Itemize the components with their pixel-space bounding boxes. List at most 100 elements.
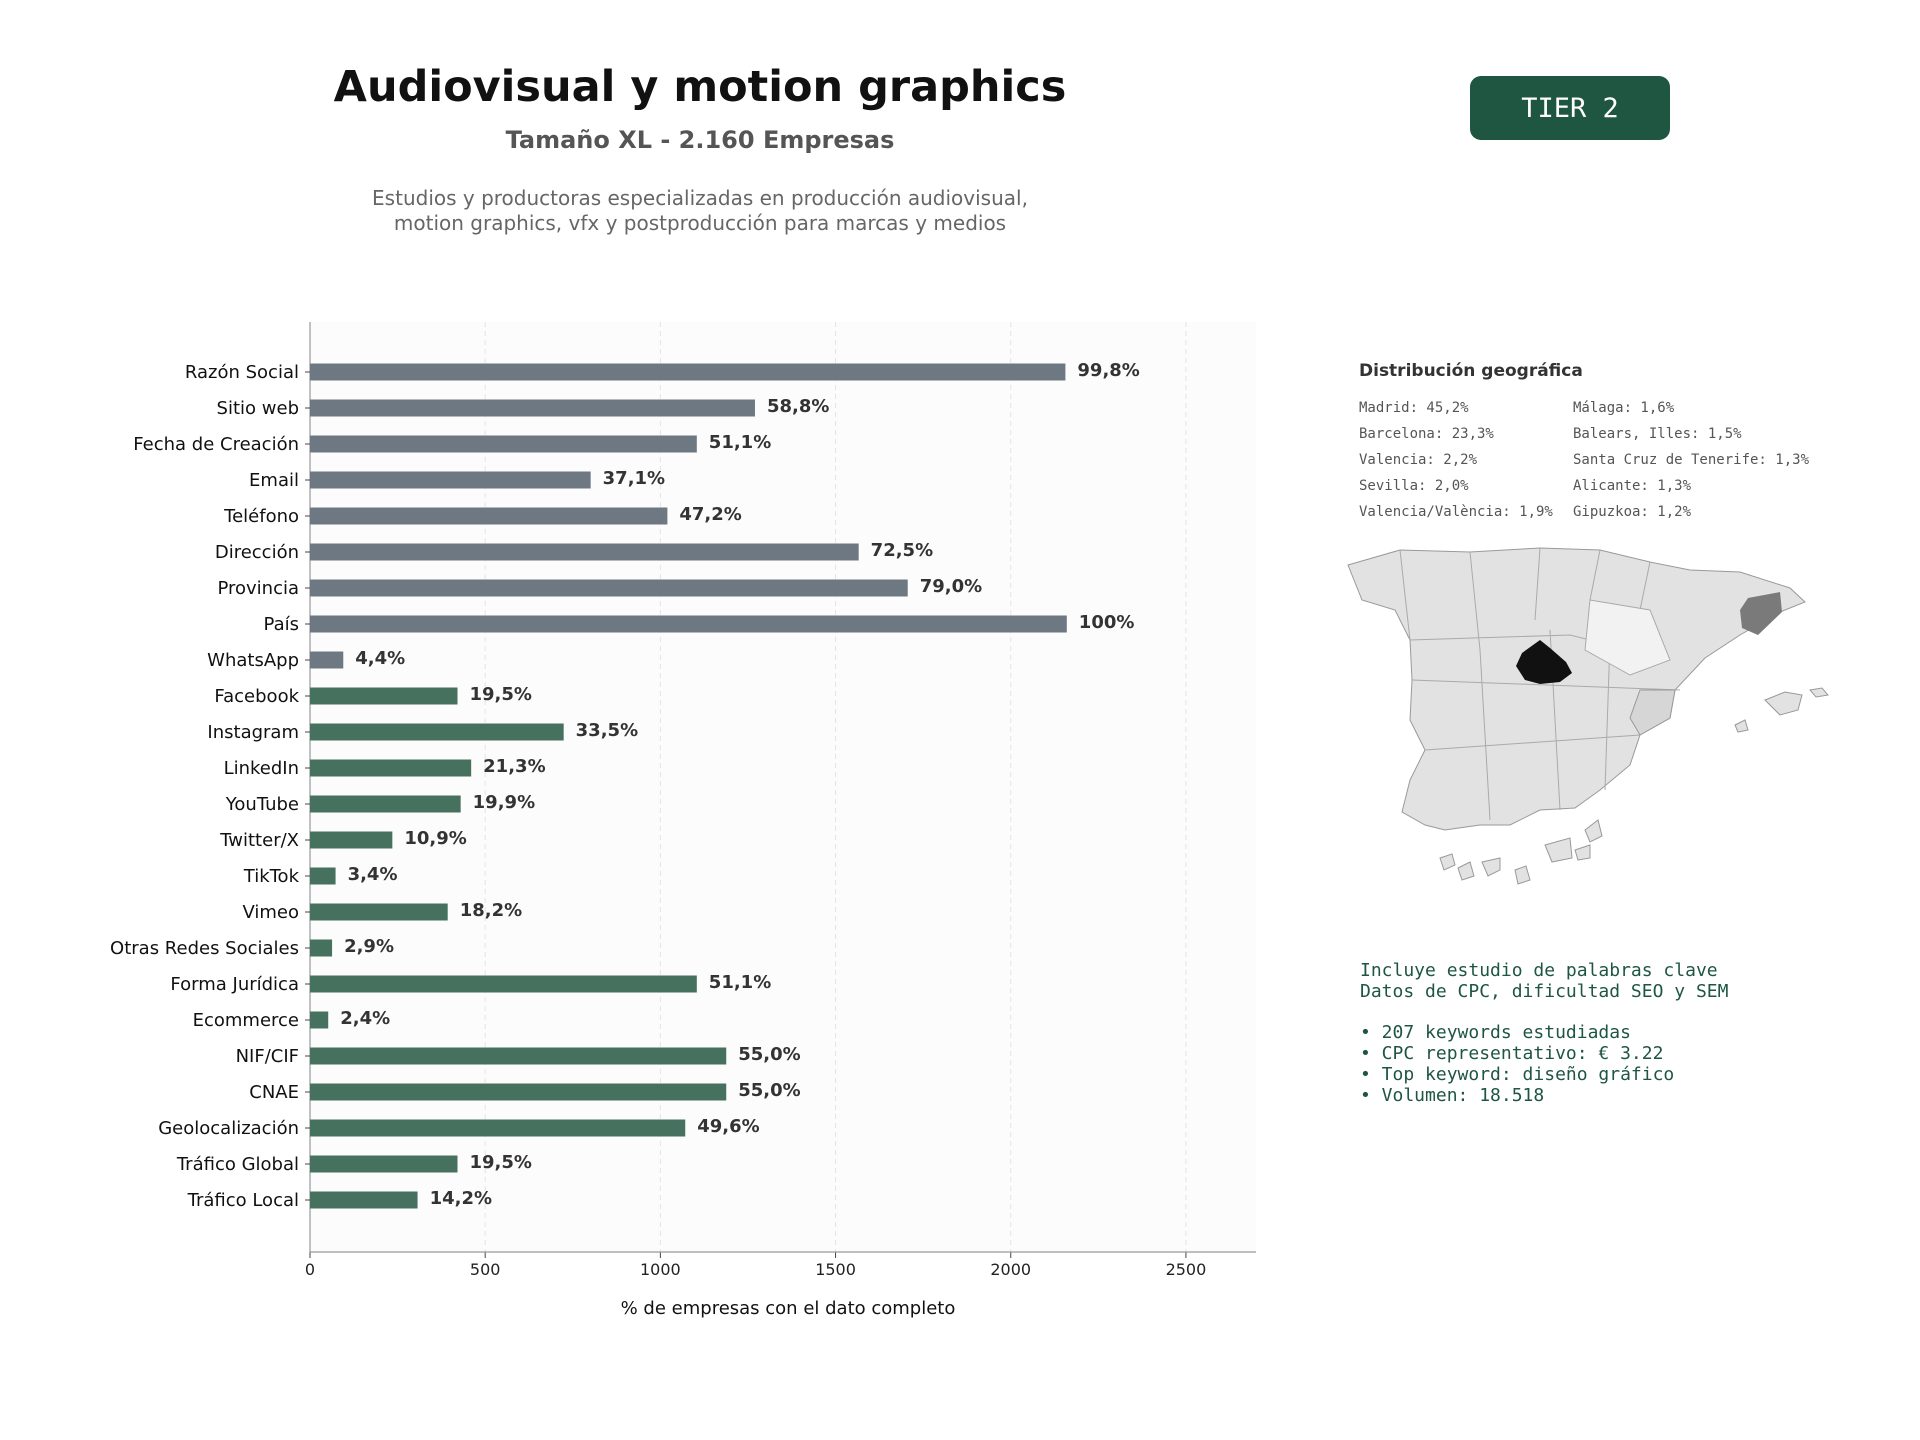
geo-distribution-list: Madrid: 45,2% Málaga: 1,6% Barcelona: 23… — [1359, 398, 1829, 523]
x-tick-label: 500 — [470, 1260, 501, 1279]
bar — [310, 507, 668, 525]
data-label: 10,9% — [404, 828, 466, 849]
data-label: 51,1% — [709, 972, 771, 993]
category-label: Forma Jurídica — [170, 974, 299, 995]
bar — [310, 867, 336, 885]
data-label: 51,1% — [709, 432, 771, 453]
bar — [310, 543, 859, 561]
category-label: Sitio web — [217, 398, 299, 419]
category-label: Dirección — [215, 542, 299, 563]
map-aragon-area — [1584, 599, 1671, 676]
notes-bullet: • Top keyword: diseño gráfico — [1360, 1064, 1675, 1085]
geo-item: Madrid: 45,2% — [1359, 400, 1469, 416]
bar — [310, 1191, 418, 1209]
data-label: 14,2% — [430, 1188, 492, 1209]
category-label: TikTok — [243, 866, 300, 887]
bar — [310, 723, 564, 741]
bar — [310, 795, 461, 813]
bar — [310, 975, 697, 993]
x-tick-label: 1500 — [815, 1260, 856, 1279]
category-label: Provincia — [217, 578, 299, 599]
category-label: Email — [249, 470, 299, 491]
tier-badge: TIER 2 — [1470, 76, 1670, 140]
data-label: 19,9% — [473, 792, 535, 813]
notes-line: Incluye estudio de palabras clave — [1360, 960, 1718, 981]
map-peninsula — [1347, 547, 1806, 831]
bar — [310, 939, 333, 957]
geo-item: Balears, Illes: 1,5% — [1573, 426, 1742, 442]
keyword-notes: Incluye estudio de palabras clave Datos … — [1360, 960, 1728, 1106]
category-label: Tráfico Global — [176, 1154, 299, 1175]
notes-bullet: • 207 keywords estudiadas — [1360, 1022, 1631, 1043]
category-label: Geolocalización — [158, 1118, 299, 1139]
data-label: 55,0% — [738, 1044, 800, 1065]
bar — [310, 435, 697, 453]
data-label: 19,5% — [470, 684, 532, 705]
category-label: Otras Redes Sociales — [110, 938, 299, 959]
page-title: Audiovisual y motion graphics — [333, 62, 1067, 112]
category-label: CNAE — [249, 1082, 299, 1103]
data-label: 47,2% — [679, 504, 741, 525]
geo-item: Gipuzkoa: 1,2% — [1573, 504, 1692, 520]
data-label: 2,9% — [344, 936, 394, 957]
map-barcelona — [1740, 592, 1782, 635]
category-label: Instagram — [207, 722, 299, 743]
description: Estudios y productoras especializadas en… — [200, 186, 1200, 236]
description-line: motion graphics, vfx y postproducción pa… — [393, 211, 1007, 235]
geo-item: Valencia/València: 1,9% — [1359, 504, 1553, 520]
geo-item: Valencia: 2,2% — [1359, 452, 1478, 468]
page-subtitle: Tamaño XL - 2.160 Empresas — [505, 126, 895, 154]
map-region-lines — [1399, 547, 1681, 821]
data-label: 100% — [1079, 612, 1135, 633]
data-label: 49,6% — [697, 1116, 759, 1137]
category-label: Razón Social — [185, 362, 299, 383]
bar — [310, 1155, 458, 1173]
data-label: 79,0% — [920, 576, 982, 597]
map-balearic-islands — [1734, 687, 1829, 733]
geo-item: Barcelona: 23,3% — [1359, 426, 1494, 442]
bar — [310, 1119, 686, 1137]
bar — [310, 615, 1067, 633]
notes-bullet: • CPC representativo: € 3.22 — [1360, 1043, 1664, 1064]
bar — [310, 903, 448, 921]
bar — [310, 579, 908, 597]
data-label: 72,5% — [871, 540, 933, 561]
geo-item: Santa Cruz de Tenerife: 1,3% — [1573, 452, 1810, 468]
data-label: 55,0% — [738, 1080, 800, 1101]
category-label: Vimeo — [242, 902, 299, 923]
data-label: 21,3% — [483, 756, 545, 777]
map-canary-islands — [1439, 819, 1603, 885]
data-label: 18,2% — [460, 900, 522, 921]
bar — [310, 1011, 329, 1029]
data-label: 2,4% — [340, 1008, 390, 1029]
category-label: WhatsApp — [207, 650, 299, 671]
description-line: Estudios y productoras especializadas en… — [372, 186, 1028, 210]
category-label: País — [264, 614, 299, 635]
data-label: 4,4% — [355, 648, 405, 669]
category-label: LinkedIn — [224, 758, 299, 779]
spain-map — [1347, 547, 1829, 885]
bar — [310, 399, 755, 417]
category-label: YouTube — [225, 794, 299, 815]
notes-line: Datos de CPC, dificultad SEO y SEM — [1360, 981, 1729, 1002]
category-label: Ecommerce — [193, 1010, 299, 1031]
bar — [310, 1047, 727, 1065]
data-label: 99,8% — [1077, 360, 1139, 381]
plot-area — [310, 322, 1256, 1252]
bar — [310, 651, 344, 669]
x-tick-label: 2500 — [1166, 1260, 1207, 1279]
data-label: 19,5% — [470, 1152, 532, 1173]
bar-chart: 0 500 1000 1500 2000 2500 Razón Social 99,8% Sit… — [110, 322, 1256, 1319]
data-label: 37,1% — [603, 468, 665, 489]
x-tick-label: 1000 — [640, 1260, 681, 1279]
geo-item: Sevilla: 2,0% — [1359, 478, 1469, 494]
geo-distribution-title: Distribución geográfica — [1359, 361, 1583, 381]
category-label: Teléfono — [223, 506, 299, 527]
category-label: Twitter/X — [219, 830, 299, 851]
x-tick-label: 0 — [305, 1260, 315, 1279]
geo-item: Málaga: 1,6% — [1573, 400, 1675, 416]
geo-item: Alicante: 1,3% — [1573, 478, 1692, 494]
bar — [310, 759, 472, 777]
bar — [310, 1083, 727, 1101]
category-label: Facebook — [214, 686, 299, 707]
